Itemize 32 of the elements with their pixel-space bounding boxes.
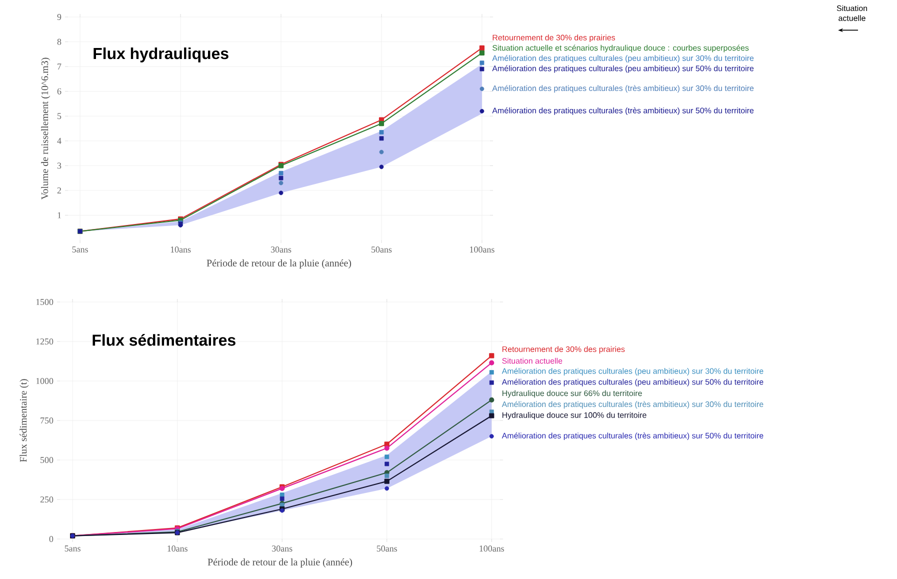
y-tick-label: 750	[40, 417, 54, 424]
text: Flux sédimentaires	[92, 334, 236, 346]
y-tick-label: 250	[40, 496, 54, 503]
x-tick-label: 50ans	[372, 246, 392, 253]
y-tick-label: 1000	[36, 378, 54, 384]
y-tick-label: 0	[49, 536, 54, 542]
x-axis-title: Période de retour de la pluie (année)	[208, 558, 352, 568]
x-tick-label: 30ans	[272, 546, 292, 552]
y-tick-label: 7	[58, 64, 62, 70]
y-axis-title: Volume de ruissellement (10^6.m3)	[41, 58, 50, 200]
x-tick-label: 30ans	[270, 246, 292, 253]
x-axis-title: Période de retour de la pluie (année)	[206, 259, 352, 268]
y-tick-label: 8	[57, 38, 62, 45]
x-tick-label: 10ans	[170, 246, 191, 253]
y-tick-label: 1	[58, 212, 61, 218]
text: Flux hydrauliques	[94, 47, 228, 62]
x-tick-label: 100ans	[470, 246, 494, 253]
y-tick-label: 500	[40, 456, 54, 464]
x-tick-label: 5ans	[64, 546, 80, 552]
y-tick-label: 6	[57, 88, 62, 94]
y-axis-title: Flux sédimentaire (t)	[20, 379, 29, 462]
y-tick-label: 4	[57, 138, 62, 144]
y-tick-label: 1500	[36, 298, 54, 306]
x-tick-label: 10ans	[168, 546, 188, 552]
y-tick-label: 2	[57, 187, 61, 194]
y-tick-label: 5	[58, 113, 62, 120]
x-tick-label: 50ans	[376, 546, 398, 552]
x-tick-label: 100ans	[480, 546, 504, 552]
y-tick-label: 1250	[36, 338, 54, 345]
x-tick-label: 5ans	[72, 246, 88, 252]
y-tick-label: 3	[57, 162, 62, 169]
y-tick-label: 9	[57, 14, 62, 20]
